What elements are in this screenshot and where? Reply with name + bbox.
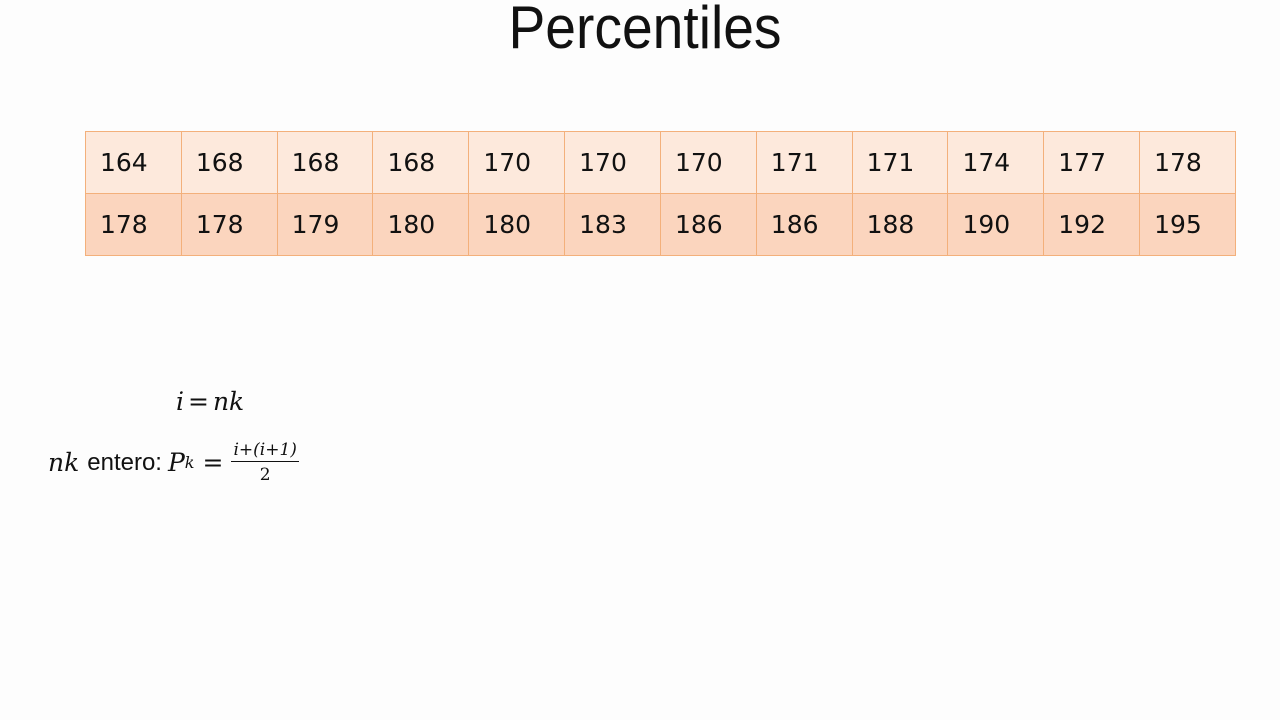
table-cell: 168 [180,131,278,194]
table-cell: 192 [1043,193,1141,256]
table-cell: 168 [276,131,374,194]
table-cell: 186 [755,193,853,256]
table-cell: 188 [851,193,949,256]
table-cell: 170 [659,131,757,194]
formula-index-rhs: nk [212,387,245,416]
formula-index: i = nk [176,387,244,416]
table-cell: 186 [659,193,757,256]
table-cell: 170 [468,131,566,194]
table-cell: 170 [564,131,661,194]
table-cell: 183 [564,193,661,256]
formula-index-equals: = [188,387,209,416]
table-cell: 179 [276,193,374,256]
formula-nk: nk [48,448,80,477]
table-cell: 178 [85,193,182,256]
formula-p-subscript: k [184,453,195,472]
table-cell: 168 [372,131,470,194]
formula-equals: = [202,448,224,477]
data-table: 164 168 168 168 170 170 170 171 171 174 … [85,131,1236,256]
table-row: 178 178 179 180 180 183 186 186 188 190 … [85,193,1236,256]
table-cell: 171 [755,131,853,194]
table-cell: 178 [180,193,278,256]
table-cell: 177 [1043,131,1141,194]
table-cell: 174 [947,131,1045,194]
table-cell: 171 [851,131,949,194]
formula-condition-word: entero: [87,448,162,476]
table-cell: 195 [1139,193,1236,256]
table-cell: 178 [1139,131,1236,194]
formula-denominator: 2 [259,465,271,485]
table-row: 164 168 168 168 170 170 170 171 171 174 … [85,131,1236,194]
formula-numerator: i+(i+1) [231,440,299,462]
table-cell: 180 [372,193,470,256]
slide-title: Percentiles [508,0,782,61]
table-cell: 190 [947,193,1045,256]
table-cell: 180 [468,193,566,256]
formula-fraction: i+(i+1) 2 [231,440,299,485]
table-cell: 164 [85,131,182,194]
formula-index-lhs: i [176,387,184,416]
formula-p: P [167,448,185,477]
